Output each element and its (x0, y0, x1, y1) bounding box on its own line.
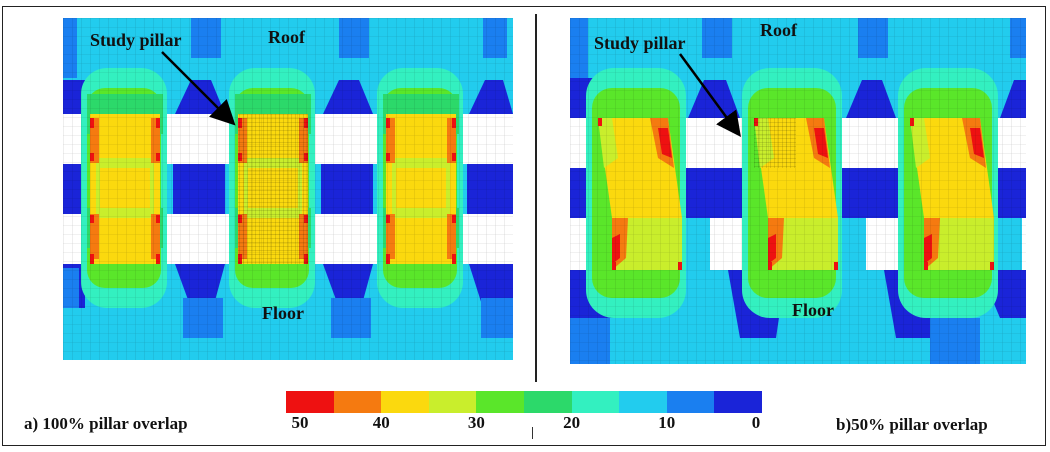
study-pillar-label-a: Study pillar (90, 30, 182, 50)
colorbar-swatch (333, 391, 382, 413)
caption-a: a) 100% pillar overlap (24, 414, 188, 433)
colorbar-tick-label: 20 (563, 413, 581, 432)
colorbar-tick-label: 10 (658, 413, 676, 432)
panel-divider (535, 14, 537, 382)
colorbar-swatch (571, 391, 620, 413)
caption-b: b)50% pillar overlap (836, 415, 988, 434)
colorbar-swatch (619, 391, 667, 413)
colorbar-swatch (714, 391, 762, 413)
roof-label-b: Roof (760, 20, 797, 40)
floor-label-b: Floor (792, 300, 834, 320)
study-pillar-label-b: Study pillar (594, 33, 686, 53)
colorbar-swatch (428, 391, 477, 413)
colorbar-center-mark (532, 427, 533, 439)
heatmap-panel-b (570, 18, 1026, 364)
colorbar-swatch (523, 391, 572, 413)
heatmap-panel-a (63, 18, 513, 360)
colorbar (286, 391, 762, 413)
roof-label-a: Roof (268, 27, 305, 47)
figure-frame (2, 6, 1046, 446)
colorbar-tick-label: 0 (751, 413, 761, 432)
colorbar-swatch (286, 391, 334, 413)
floor-label-a: Floor (262, 303, 304, 323)
colorbar-swatch (666, 391, 715, 413)
colorbar-tick-label: 30 (467, 413, 485, 432)
colorbar-swatch (381, 391, 429, 413)
colorbar-swatch (476, 391, 524, 413)
colorbar-tick-label: 40 (372, 413, 390, 432)
colorbar-tick-label: 50 (291, 413, 309, 432)
